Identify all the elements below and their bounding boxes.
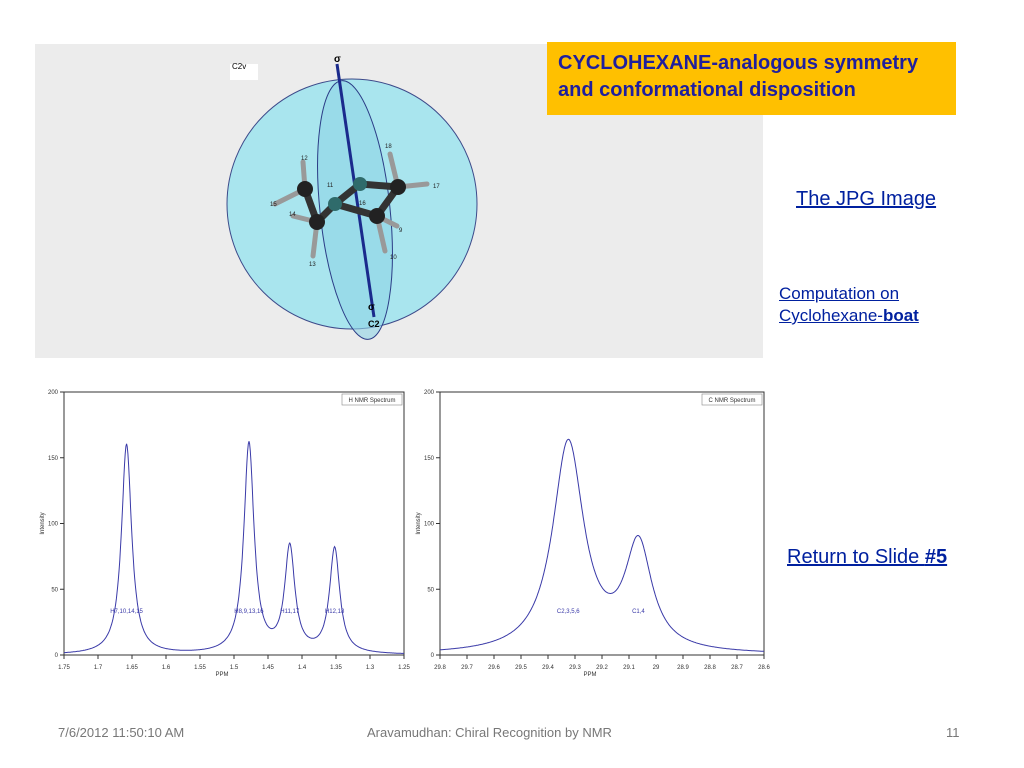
y-tick-label: 150 — [48, 456, 59, 462]
x-tick-label: 29.2 — [596, 665, 608, 671]
y-axis-label: Intensity — [40, 512, 46, 534]
peak-label: H7,10,14,15 — [110, 609, 143, 615]
spectrum-line — [440, 438, 764, 652]
x-tick-label: 1.75 — [58, 665, 70, 671]
x-tick-label: 28.9 — [677, 665, 689, 671]
x-tick-label: 29.7 — [461, 665, 473, 671]
atom-label: 18 — [385, 144, 392, 150]
c-nmr-spectrum-chart: 0 50 100 150 200 29.8 29.7 29.6 29.5 29.4 29.3 29.2… — [414, 380, 774, 698]
x-tick-label: 29 — [653, 665, 660, 671]
slide-number: 11 — [946, 725, 960, 740]
x-tick-label: 1.6 — [162, 665, 171, 671]
spectrum-line — [64, 441, 405, 654]
peak-label: H8,9,13,16 — [234, 609, 264, 615]
sigma-top-label: σ — [334, 54, 341, 65]
chart-title: H NMR Spectrum — [348, 398, 395, 404]
title-line-2: and conformational disposition — [558, 79, 856, 101]
y-tick-label: 50 — [427, 587, 434, 593]
x-tick-label: 29.8 — [434, 665, 446, 671]
atom-label: 13 — [309, 262, 316, 268]
jpg-image-link[interactable]: The JPG Image — [796, 188, 937, 210]
x-tick-label: 1.3 — [366, 665, 375, 671]
computation-boat-link[interactable]: Computation on Cyclohexane-boat — [779, 283, 919, 327]
x-tick-label: 29.6 — [488, 665, 500, 671]
plot-frame — [63, 391, 405, 656]
y-tick-label: 200 — [424, 390, 435, 396]
point-group-label: C2v — [232, 62, 246, 71]
x-tick-label: 1.25 — [398, 665, 410, 671]
peak-label: H11,17 — [280, 609, 300, 615]
x-tick-label: 28.7 — [731, 665, 743, 671]
x-axis-label: PPM — [583, 672, 596, 678]
x-tick-label: 1.45 — [262, 665, 274, 671]
h-nmr-spectrum-svg: 0 50 100 150 200 1.75 1.7 1.65 1.6 1.55 1.5 1.45 1.4… — [40, 390, 410, 678]
chart-title-box — [701, 393, 763, 406]
y-axis-label: Intensity — [416, 512, 422, 534]
x-tick-label: 29.1 — [623, 665, 635, 671]
x-tick-label: 28.8 — [704, 665, 716, 671]
x-tick-label: 1.55 — [194, 665, 206, 671]
c2-axis-label: C2 — [368, 319, 380, 329]
atom-label: 16 — [359, 201, 366, 207]
atom-label: 12 — [301, 156, 308, 162]
title-line-1: CYCLOHEXANE-analogous symmetry — [558, 52, 919, 74]
y-tick-label: 0 — [431, 653, 435, 659]
atom-label: 10 — [390, 255, 397, 261]
atom-label: 9 — [399, 228, 403, 234]
c-nmr-spectrum-svg: 0 50 100 150 200 29.8 29.7 29.6 29.5 29.4 29.3 29.2… — [416, 390, 770, 678]
return-to-slide-link[interactable]: Return to Slide #5 — [787, 546, 947, 569]
comp-link-bold: boat — [882, 306, 919, 325]
y-tick-label: 200 — [48, 390, 59, 396]
sigma-bottom-label: σ — [368, 302, 375, 313]
x-tick-label: 29.5 — [515, 665, 527, 671]
y-tick-label: 100 — [424, 522, 435, 528]
peak-label: H12,18 — [325, 609, 345, 615]
h-nmr-spectrum-chart: 0 50 100 150 200 1.75 1.7 1.65 1.6 1.55 1.5 1.45 1.4… — [34, 380, 416, 698]
y-tick-label: 100 — [48, 522, 59, 528]
y-tick-label: 50 — [51, 587, 58, 593]
atom-label: 14 — [289, 212, 296, 218]
cyclohexane-boat-diagram: C2v σ σ C2 — [226, 54, 478, 340]
atom-label: 17 — [433, 184, 440, 190]
comp-link-line1: Computation on — [779, 284, 900, 303]
footer-date: 7/6/2012 11:50:10 AM — [58, 725, 185, 740]
y-tick-label: 0 — [55, 653, 59, 659]
peak-label: C2,3,5,6 — [557, 609, 580, 615]
x-tick-label: 1.65 — [126, 665, 138, 671]
plot-frame — [439, 391, 765, 656]
peak-label: C1,4 — [632, 609, 645, 615]
chart-title: C NMR Spectrum — [708, 398, 755, 404]
x-axis-label: PPM — [215, 672, 228, 678]
x-tick-label: 1.5 — [230, 665, 239, 671]
x-tick-label: 29.4 — [542, 665, 554, 671]
atom-label: 15 — [270, 202, 277, 208]
return-link-bold: #5 — [924, 546, 948, 568]
x-tick-label: 1.7 — [94, 665, 103, 671]
return-link-text: Return to Slide — [787, 546, 925, 568]
x-tick-label: 1.35 — [330, 665, 342, 671]
footer-title: Aravamudhan: Chiral Recognition by NMR — [367, 725, 612, 740]
x-tick-label: 28.6 — [758, 665, 770, 671]
comp-link-line2: Cyclohexane- — [779, 306, 883, 325]
slide-title-box: CYCLOHEXANE-analogous symmetry and confo… — [547, 42, 956, 115]
x-tick-label: 29.3 — [569, 665, 581, 671]
y-tick-label: 150 — [424, 456, 435, 462]
atom-label: 11 — [327, 183, 334, 189]
chart-title-box — [341, 393, 403, 406]
x-tick-label: 1.4 — [298, 665, 307, 671]
